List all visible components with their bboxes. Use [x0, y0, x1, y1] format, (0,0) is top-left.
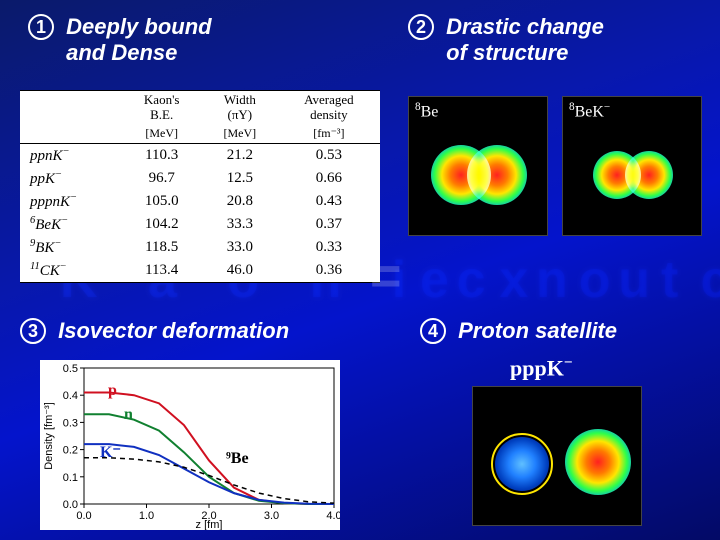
satellite-circle — [491, 433, 553, 495]
svg-text:0.4: 0.4 — [63, 390, 78, 402]
heading-4-num: 4 — [420, 318, 446, 344]
heading-4-line1: Proton satellite — [458, 318, 617, 344]
series-label-K: K⁻ — [100, 442, 121, 462]
series-label-n: n — [124, 406, 133, 424]
heading-2: 2 Drastic change of structure — [408, 14, 604, 67]
svg-text:0.2: 0.2 — [63, 445, 78, 457]
heading-2-line2: of structure — [446, 40, 568, 65]
svg-text:0.5: 0.5 — [63, 363, 78, 375]
heading-1-line1: Deeply bound — [66, 14, 211, 39]
svg-text:0.0: 0.0 — [63, 499, 78, 511]
panel-pppk-label: pppK− — [510, 354, 573, 381]
svg-text:0.1: 0.1 — [63, 472, 78, 484]
table-row: ppnK−110.321.20.53 — [20, 143, 380, 167]
panel-be8k-label: 8BeK− — [569, 101, 610, 121]
heading-1: 1 Deeply bound and Dense — [28, 14, 212, 67]
svg-text:0.3: 0.3 — [63, 417, 78, 429]
panel-be8k: 8BeK− — [562, 96, 702, 236]
heading-4: 4 Proton satellite — [420, 318, 617, 344]
svg-text:Density [fm⁻³]: Density [fm⁻³] — [43, 402, 55, 470]
heading-3-line1: Isovector deformation — [58, 318, 289, 344]
panel-be8: 8Be — [408, 96, 548, 236]
series-label-ref: ⁹Be — [226, 450, 249, 468]
svg-text:4.0: 4.0 — [326, 510, 340, 522]
heading-2-line1: Drastic change — [446, 14, 604, 39]
svg-text:3.0: 3.0 — [264, 510, 279, 522]
svg-text:z [fm]: z [fm] — [196, 519, 223, 530]
heading-3: 3 Isovector deformation — [20, 318, 289, 344]
table-row: ppK−96.712.50.66 — [20, 167, 380, 190]
series-label-p: p — [108, 382, 117, 400]
density-chart: 0.01.02.03.04.00.00.10.20.30.40.5z [fm]D… — [40, 360, 340, 530]
data-table: Kaon'sB.E. Width(πY) Averageddensity [Me… — [20, 90, 380, 283]
heading-1-num: 1 — [28, 14, 54, 40]
overlay-text-right: e x o t i c s y — [420, 250, 700, 310]
heading-1-line2: and Dense — [66, 40, 177, 65]
svg-text:0.0: 0.0 — [76, 510, 91, 522]
heading-3-num: 3 — [20, 318, 46, 344]
table-row: pppnK−105.020.80.43 — [20, 190, 380, 213]
heading-2-num: 2 — [408, 14, 434, 40]
svg-text:1.0: 1.0 — [139, 510, 154, 522]
table-row: 11CK−113.446.00.36 — [20, 259, 380, 283]
table-row: 9BK−118.533.00.33 — [20, 236, 380, 259]
panel-pppk — [472, 386, 642, 526]
panel-be8-label: 8Be — [415, 101, 438, 121]
table-row: 6BeK−104.233.30.37 — [20, 213, 380, 236]
overlay-eq: = — [370, 245, 402, 307]
